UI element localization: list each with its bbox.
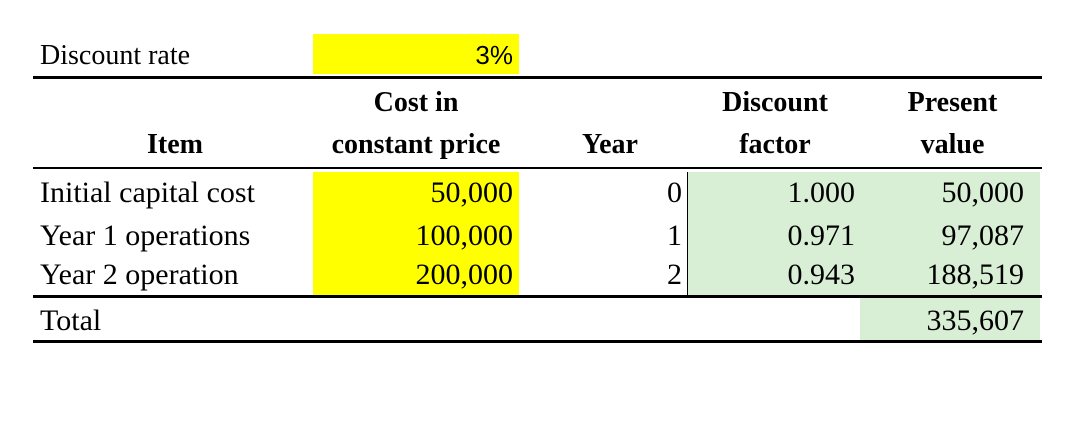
row-factor: 1.000 xyxy=(787,176,856,209)
header-discount-line2: factor xyxy=(739,129,811,160)
total-pv-highlight xyxy=(860,298,1040,340)
row-item: Year 2 operation xyxy=(40,258,239,291)
discount-rate-cell[interactable]: 3% xyxy=(313,34,519,74)
header-year: Year xyxy=(582,129,638,160)
row-factor: 0.943 xyxy=(787,258,856,291)
header-cost-line2: constant price xyxy=(331,129,501,160)
row-pv: 188,519 xyxy=(926,258,1025,291)
bottom-rule xyxy=(33,340,1042,343)
header-rule xyxy=(33,167,1042,169)
row-pv: 50,000 xyxy=(941,176,1025,209)
row-factor: 0.971 xyxy=(787,219,856,252)
top-rule xyxy=(33,76,1042,79)
row-year: 2 xyxy=(667,258,682,291)
year-column-border xyxy=(687,172,688,295)
header-item: Item xyxy=(147,129,203,160)
discount-rate-value: 3% xyxy=(475,40,513,70)
row-item: Year 1 operations xyxy=(40,219,251,252)
total-top-rule xyxy=(33,295,1042,298)
row-item: Initial capital cost xyxy=(40,176,255,209)
row-cost[interactable]: 50,000 xyxy=(430,176,514,209)
header-cost-line1: Cost in xyxy=(373,87,459,118)
row-cost[interactable]: 100,000 xyxy=(415,219,514,252)
header-pv-line1: Present xyxy=(907,87,998,118)
computed-column-highlight xyxy=(688,172,1040,295)
row-year: 1 xyxy=(667,219,682,252)
row-pv: 97,087 xyxy=(941,219,1025,252)
row-year: 0 xyxy=(667,176,682,209)
total-pv: 335,607 xyxy=(926,304,1025,337)
header-discount-line1: Discount xyxy=(722,87,828,118)
total-label: Total xyxy=(40,304,102,337)
row-cost[interactable]: 200,000 xyxy=(415,258,514,291)
cost-column-highlight xyxy=(313,172,519,295)
discount-rate-label: Discount rate xyxy=(40,40,191,71)
header-pv-line2: value xyxy=(920,129,985,160)
